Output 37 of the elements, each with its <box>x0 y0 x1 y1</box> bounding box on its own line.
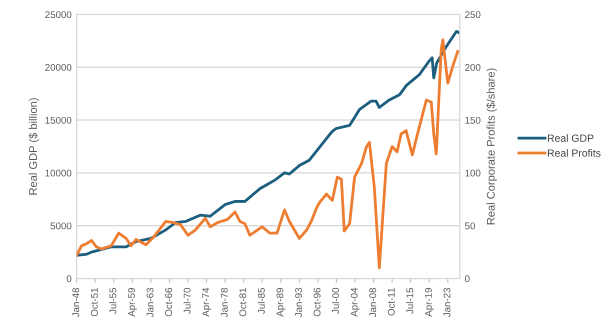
y-tick-label: 5000 <box>50 222 72 230</box>
legend-label: Real Profits <box>548 149 601 157</box>
y-axis-title: Real GDP ($ billion) <box>28 98 40 195</box>
x-tick-label: Apr-59 <box>128 288 137 317</box>
legend-label: Real GDP <box>548 134 594 142</box>
x-tick-label: Oct-51 <box>90 288 98 316</box>
y2-tick-label: 50 <box>465 222 476 230</box>
y-tick-label: 10000 <box>45 170 72 177</box>
x-tick-label: Apr-74 <box>202 288 212 317</box>
x-tick-label: Jan-78 <box>220 288 228 318</box>
y-tick-label: 25000 <box>45 11 72 18</box>
y2-tick-label: 0 <box>464 275 470 282</box>
x-tick-label: Oct-66 <box>165 288 172 316</box>
x-tick-label: Oct-96 <box>314 288 320 316</box>
x-tick-label: Jul-55 <box>109 288 116 314</box>
y2-tick-label: 200 <box>465 64 480 71</box>
x-tick-label: Jan-08 <box>369 288 376 318</box>
y2-tick-label: 150 <box>465 116 480 124</box>
y2-tick-label: 100 <box>465 170 480 177</box>
x-tick-label: Jan-48 <box>72 288 80 318</box>
x-tick-label: Apr-04 <box>350 288 360 317</box>
x-tick-label: Oct-81 <box>239 288 246 316</box>
x-tick-label: Jan-93 <box>295 288 302 318</box>
x-tick-label: Jul-00 <box>332 288 340 314</box>
y2-axis-title: Real Corporate Profits ($/share) <box>486 68 497 224</box>
x-tick-label: Oct-11 <box>388 288 395 316</box>
x-tick-label: Jul-70 <box>183 288 191 314</box>
y-tick-label: 15000 <box>45 116 72 124</box>
y2-tick-label: 250 <box>465 11 480 18</box>
x-tick-label: Jul-15 <box>406 288 414 314</box>
x-tick-label: Jan-63 <box>146 288 154 318</box>
y-tick-label: 20000 <box>45 64 72 71</box>
y-tick-label: 0 <box>66 275 72 282</box>
x-tick-label: Jan-23 <box>444 288 450 318</box>
x-tick-label: Apr-19 <box>424 288 434 317</box>
x-tick-label: Apr-89 <box>276 288 286 317</box>
x-tick-label: Jul-85 <box>258 288 265 314</box>
